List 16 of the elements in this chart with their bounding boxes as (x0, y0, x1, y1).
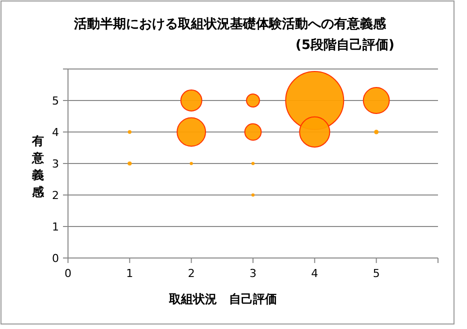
y-tick-label: 2 (52, 189, 59, 202)
chart-subtitle: (5段階自己評価) (296, 37, 394, 53)
y-tick-label: 3 (52, 158, 59, 170)
x-tick-label: 1 (126, 267, 134, 280)
y-tick-label: 0 (52, 252, 59, 265)
x-axis-title: 取組状況 自己評価 (168, 292, 277, 306)
x-tick-label: 2 (188, 267, 195, 280)
x-tick-label: 4 (311, 267, 318, 280)
y-tick-label: 4 (52, 126, 59, 139)
x-tick-label: 3 (250, 267, 256, 280)
y-tick-label: 5 (52, 94, 59, 108)
chart-title: 活動半期における取組状況基礎体験活動への有意義感 (73, 16, 387, 32)
x-tick-label: 5 (372, 267, 380, 280)
y-axis-title: 有意義感 (31, 134, 45, 199)
y-tick-label: 1 (52, 220, 59, 234)
x-tick-label: 0 (64, 267, 72, 280)
